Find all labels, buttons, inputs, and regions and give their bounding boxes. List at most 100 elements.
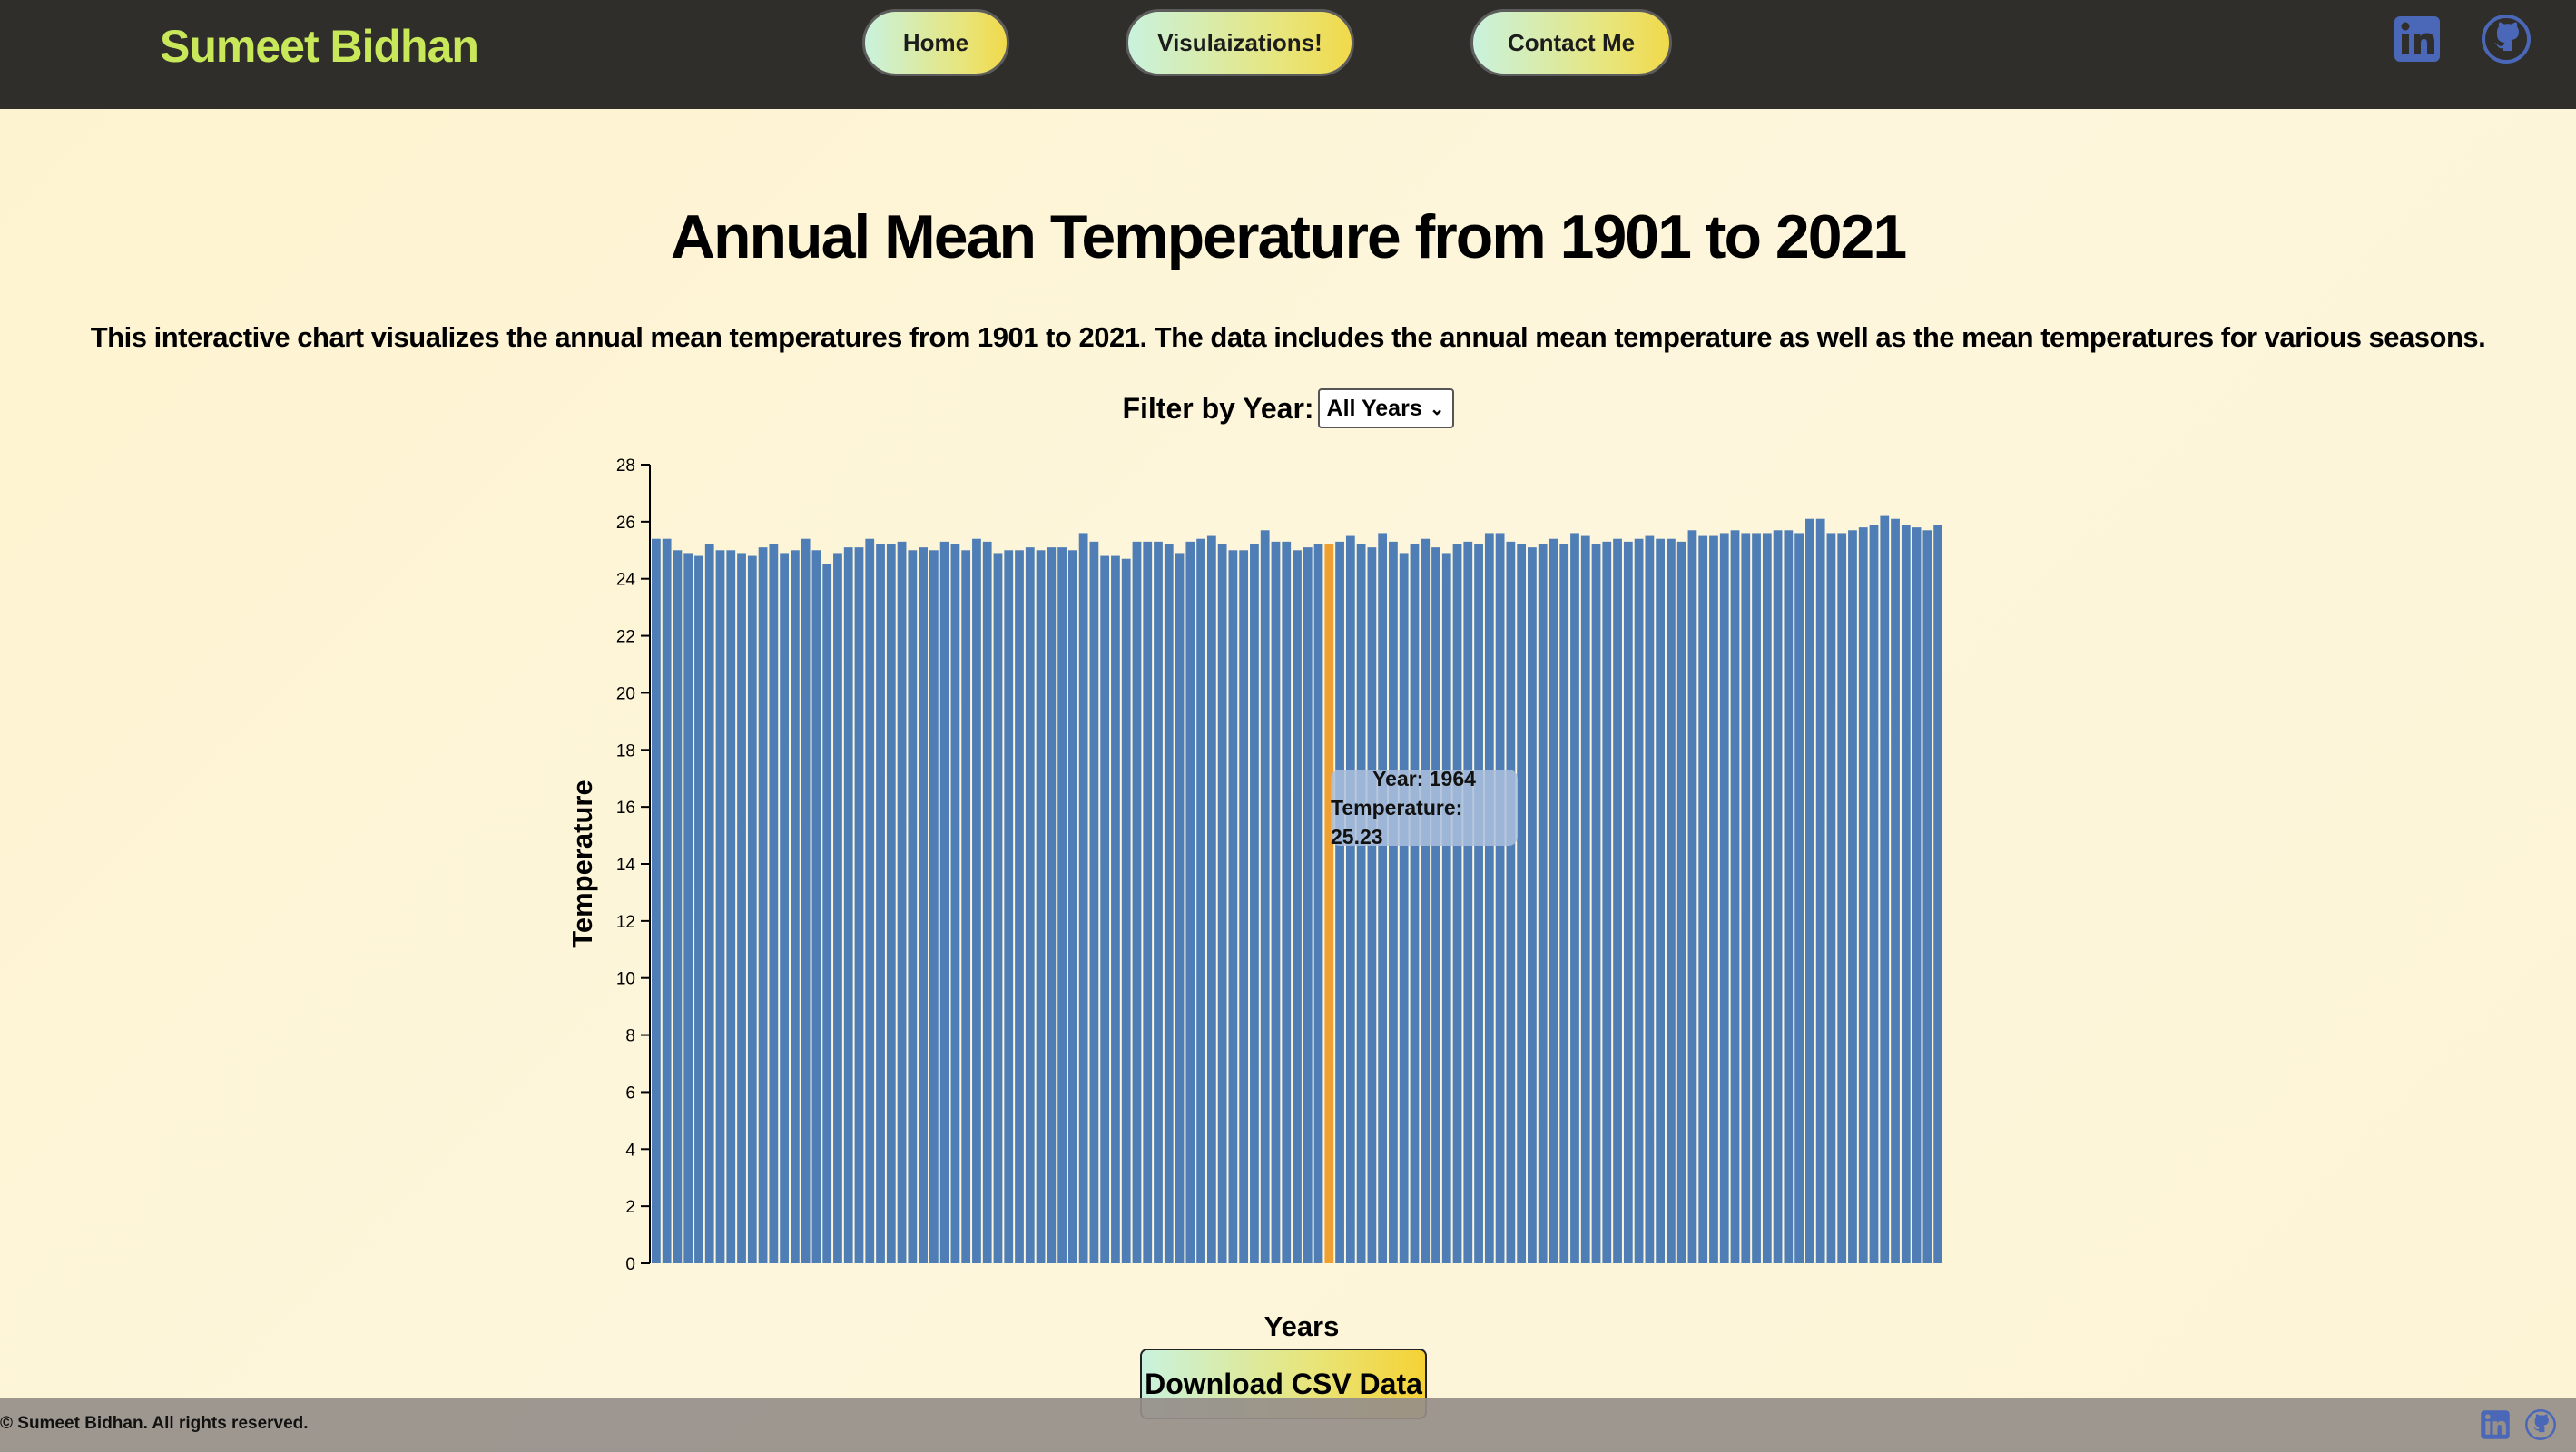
bar[interactable] <box>758 547 768 1263</box>
bar[interactable] <box>1206 535 1216 1263</box>
bar[interactable] <box>1698 535 1708 1263</box>
bar[interactable] <box>1858 527 1868 1263</box>
bar[interactable] <box>1250 544 1259 1263</box>
bar[interactable] <box>1057 547 1067 1263</box>
bar[interactable] <box>1047 547 1057 1263</box>
bar[interactable] <box>1634 538 1644 1263</box>
brand-name[interactable]: Sumeet Bidhan <box>160 21 479 72</box>
github-icon[interactable] <box>2482 15 2531 64</box>
bar[interactable] <box>1656 538 1666 1263</box>
bar[interactable] <box>1901 525 1911 1263</box>
bar[interactable] <box>1528 547 1537 1263</box>
bar[interactable] <box>1121 558 1131 1263</box>
bar[interactable] <box>929 550 939 1263</box>
bar[interactable] <box>1399 553 1409 1263</box>
bar[interactable] <box>833 553 842 1263</box>
bar[interactable] <box>1837 533 1847 1263</box>
bar[interactable] <box>1815 518 1825 1263</box>
bar[interactable] <box>1549 538 1558 1263</box>
bar[interactable] <box>811 550 821 1263</box>
bar[interactable] <box>747 555 757 1263</box>
bar[interactable] <box>1036 550 1046 1263</box>
bar[interactable] <box>1484 533 1494 1263</box>
bar[interactable] <box>1741 533 1751 1263</box>
bar[interactable] <box>1580 535 1590 1263</box>
bar[interactable] <box>715 550 725 1263</box>
bar[interactable] <box>1303 547 1313 1263</box>
bar[interactable] <box>704 544 714 1263</box>
bar[interactable] <box>1154 541 1163 1263</box>
bar[interactable] <box>1506 541 1516 1263</box>
bar[interactable] <box>1410 544 1420 1263</box>
bar[interactable] <box>1474 544 1483 1263</box>
bar[interactable] <box>1356 544 1366 1263</box>
bar[interactable] <box>1933 525 1942 1263</box>
bar[interactable] <box>1912 527 1922 1263</box>
bar[interactable] <box>1185 541 1195 1263</box>
bar[interactable] <box>1667 538 1676 1263</box>
bar[interactable] <box>1228 550 1238 1263</box>
bar[interactable] <box>652 538 661 1263</box>
bar[interactable] <box>1687 530 1697 1263</box>
bar[interactable] <box>961 550 971 1263</box>
bar[interactable] <box>1922 530 1932 1263</box>
bar[interactable] <box>801 538 811 1263</box>
bar[interactable] <box>726 550 736 1263</box>
bar[interactable] <box>694 555 703 1263</box>
bar[interactable] <box>1015 550 1024 1263</box>
bar[interactable] <box>662 538 672 1263</box>
linkedin-icon[interactable] <box>2393 15 2442 64</box>
bar[interactable] <box>843 547 853 1263</box>
bar[interactable] <box>1217 544 1227 1263</box>
bar[interactable] <box>1880 515 1890 1263</box>
github-icon[interactable] <box>2525 1409 2556 1440</box>
bar[interactable] <box>1848 530 1857 1263</box>
bar[interactable] <box>822 564 832 1263</box>
bar[interactable] <box>1826 533 1836 1263</box>
bar[interactable] <box>919 547 928 1263</box>
bar[interactable] <box>1645 535 1655 1263</box>
bar[interactable] <box>1100 555 1110 1263</box>
bar[interactable] <box>1517 544 1527 1263</box>
bar[interactable] <box>1784 530 1794 1263</box>
bar[interactable] <box>1025 547 1035 1263</box>
bar[interactable] <box>1709 535 1718 1263</box>
nav-contact-button[interactable]: Contact Me <box>1470 9 1672 76</box>
bar[interactable] <box>1676 541 1686 1263</box>
bar[interactable] <box>1164 544 1174 1263</box>
bar[interactable] <box>854 547 864 1263</box>
bar[interactable] <box>1762 533 1772 1263</box>
bar[interactable] <box>1602 541 1612 1263</box>
bar[interactable] <box>1111 555 1120 1263</box>
bar[interactable] <box>1175 553 1185 1263</box>
bar[interactable] <box>1538 544 1548 1263</box>
bar[interactable] <box>876 544 885 1263</box>
bar[interactable] <box>1260 530 1270 1263</box>
bar[interactable] <box>1196 538 1205 1263</box>
bar[interactable] <box>972 538 981 1263</box>
bar[interactable] <box>865 538 875 1263</box>
bar[interactable] <box>1089 541 1099 1263</box>
bar-highlighted[interactable] <box>1324 544 1334 1263</box>
bar[interactable] <box>897 541 907 1263</box>
bar[interactable] <box>683 553 693 1263</box>
bar[interactable] <box>1239 550 1249 1263</box>
nav-visualizations-button[interactable]: Visulaizations! <box>1126 9 1354 76</box>
bar[interactable] <box>1773 530 1783 1263</box>
linkedin-icon[interactable] <box>2480 1409 2511 1440</box>
bar[interactable] <box>1570 533 1579 1263</box>
bar[interactable] <box>1623 541 1633 1263</box>
bar[interactable] <box>1441 553 1451 1263</box>
bar[interactable] <box>1559 544 1569 1263</box>
bar[interactable] <box>1132 541 1142 1263</box>
bar[interactable] <box>1752 533 1761 1263</box>
bar[interactable] <box>1431 547 1440 1263</box>
bar[interactable] <box>1891 518 1900 1263</box>
bar[interactable] <box>1794 533 1804 1263</box>
bar[interactable] <box>1367 547 1377 1263</box>
bar[interactable] <box>1004 550 1014 1263</box>
bar[interactable] <box>950 544 960 1263</box>
bar[interactable] <box>1078 533 1088 1263</box>
bar[interactable] <box>780 553 789 1263</box>
bar[interactable] <box>1591 544 1601 1263</box>
